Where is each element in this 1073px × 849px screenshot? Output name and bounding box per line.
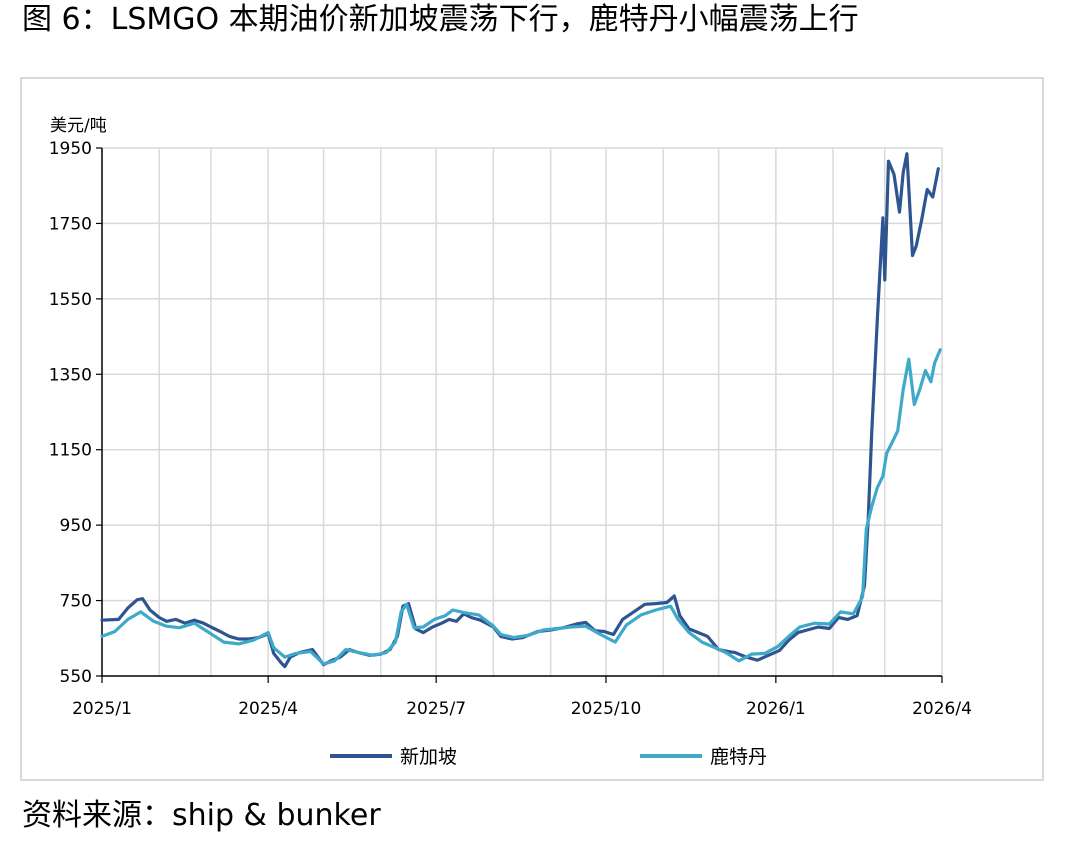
x-tick-label: 2025/10 bbox=[571, 699, 642, 719]
x-tick-label: 2025/7 bbox=[406, 699, 466, 719]
chart-tick-labels: 550 750 950 1150 1350 1550 1750 1950 2025/1 2025/… bbox=[49, 139, 972, 719]
y-tick-label: 950 bbox=[60, 516, 92, 536]
x-tick-label: 2026/4 bbox=[912, 699, 972, 719]
x-tick-label: 2025/1 bbox=[72, 699, 132, 719]
figure-source: 资料来源：ship & bunker bbox=[22, 798, 381, 833]
chart-grid bbox=[102, 147, 943, 676]
y-axis-label: 美元/吨 bbox=[50, 116, 107, 136]
y-tick-label: 1550 bbox=[49, 290, 92, 310]
y-tick-label: 1150 bbox=[49, 441, 92, 461]
y-tick-label: 550 bbox=[60, 667, 92, 687]
y-tick-label: 750 bbox=[60, 592, 92, 612]
series-line-1 bbox=[100, 152, 940, 669]
legend-label: 鹿特丹 bbox=[710, 746, 767, 768]
series-line-2 bbox=[100, 348, 942, 666]
figure-title: 图 6：LSMGO 本期油价新加坡震荡下行，鹿特丹小幅震荡上行 bbox=[22, 2, 859, 37]
chart-series bbox=[100, 152, 942, 669]
y-tick-label: 1950 bbox=[49, 139, 92, 159]
x-tick-label: 2025/4 bbox=[238, 699, 298, 719]
y-tick-label: 1750 bbox=[49, 214, 92, 234]
legend-label: 新加坡 bbox=[400, 746, 457, 768]
chart-legend: 新加坡 鹿特丹 bbox=[330, 746, 767, 768]
x-tick-label: 2026/1 bbox=[746, 699, 806, 719]
chart-axes bbox=[96, 147, 943, 683]
chart-frame: 550 750 950 1150 1350 1550 1750 1950 2025/1 2025/… bbox=[20, 77, 1044, 781]
line-chart: 550 750 950 1150 1350 1550 1750 1950 2025/1 2025/… bbox=[49, 116, 972, 768]
y-tick-label: 1350 bbox=[49, 365, 92, 385]
